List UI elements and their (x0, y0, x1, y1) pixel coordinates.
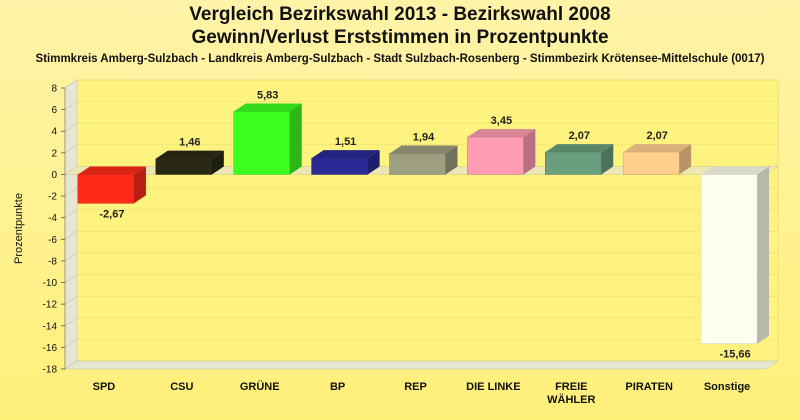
bar (622, 151, 680, 175)
data-label: -2,67 (99, 208, 124, 220)
bar-top (701, 166, 770, 175)
data-label: 2,07 (569, 130, 590, 142)
y-tick-label: 4 (51, 127, 57, 138)
gridline-side (64, 144, 78, 154)
y-tick-label: -6 (48, 235, 57, 246)
x-tick-label: GRÜNE (240, 380, 280, 393)
y-tick-label: -8 (48, 256, 57, 267)
gridline-side (64, 339, 78, 348)
bar-side (445, 145, 458, 175)
gridline-side (64, 317, 78, 326)
bar (233, 111, 290, 175)
bar (467, 136, 524, 175)
bar-top (233, 103, 302, 112)
plot-left-wall (64, 79, 78, 370)
data-label: 3,45 (491, 115, 512, 127)
bar-side (133, 166, 146, 204)
gridline-side (64, 209, 78, 218)
plot-back-wall (76, 79, 779, 362)
chart-subtitle: Gewinn/Verlust Erststimmen in Prozentpun… (191, 27, 609, 48)
data-label: 1,51 (335, 136, 356, 148)
x-tick-label: REP (404, 381, 427, 393)
data-label: 2,07 (646, 130, 667, 142)
gridline-side (64, 231, 78, 240)
bar-top (155, 150, 224, 159)
bar-top (623, 144, 692, 153)
gridline-side (64, 274, 78, 283)
bar-side (289, 103, 302, 175)
bar (545, 151, 602, 175)
bar-top (545, 144, 614, 153)
x-tick-label: DIE LINKE (466, 381, 520, 393)
bar-side (523, 129, 536, 175)
x-tick-label: PIRATEN (625, 381, 673, 393)
bar-top (77, 166, 146, 175)
bar (311, 157, 368, 175)
x-tick-label: WÄHLER (547, 393, 595, 406)
plot-floor (64, 360, 779, 370)
gridline-side (64, 252, 78, 262)
gridline-side (64, 123, 78, 132)
bar-side (679, 144, 692, 175)
y-tick-label: -4 (48, 213, 57, 224)
y-tick-label: -14 (43, 321, 58, 332)
y-tick-label: -12 (43, 300, 58, 311)
y-tick-label: 6 (51, 105, 57, 116)
bar-side (757, 166, 770, 344)
chart-title: Vergleich Bezirkswahl 2013 - Bezirkswahl… (189, 4, 611, 25)
y-tick-label: -16 (43, 343, 58, 354)
bar-side (367, 150, 380, 175)
y-tick-label: 8 (51, 84, 57, 95)
bar (389, 153, 446, 175)
x-tick-label: FREIE (555, 381, 587, 393)
y-tick-label: -2 (48, 192, 57, 203)
bar (77, 174, 135, 204)
x-tick-label: SPD (93, 381, 116, 393)
bar-top (311, 150, 380, 159)
bar-side (601, 144, 614, 175)
bar (700, 174, 758, 344)
gridline-side (64, 79, 78, 89)
gridline-side (64, 101, 78, 110)
chart-area-description: Stimmkreis Amberg-Sulzbach - Landkreis A… (35, 53, 765, 65)
y-tick-label: 2 (51, 148, 57, 159)
data-label: 1,46 (179, 137, 200, 149)
bar (155, 158, 213, 175)
x-tick-label: BP (330, 381, 345, 393)
bar-top (389, 145, 458, 154)
data-label: -15,66 (719, 349, 750, 361)
gridline-side (64, 187, 78, 197)
gridline-side (64, 360, 78, 370)
gridline-side (64, 295, 78, 305)
y-tick-label: -10 (43, 278, 58, 289)
bar-side (211, 150, 224, 175)
data-label: 5,83 (257, 89, 278, 101)
y-axis-title: Prozentpunkte (13, 193, 25, 264)
y-tick-label: -18 (43, 365, 58, 376)
x-tick-label: Sonstige (704, 381, 750, 393)
data-label: 1,94 (413, 131, 435, 143)
x-tick-label: CSU (170, 381, 193, 393)
bar-top (467, 129, 536, 138)
y-tick-label: 0 (51, 170, 57, 181)
